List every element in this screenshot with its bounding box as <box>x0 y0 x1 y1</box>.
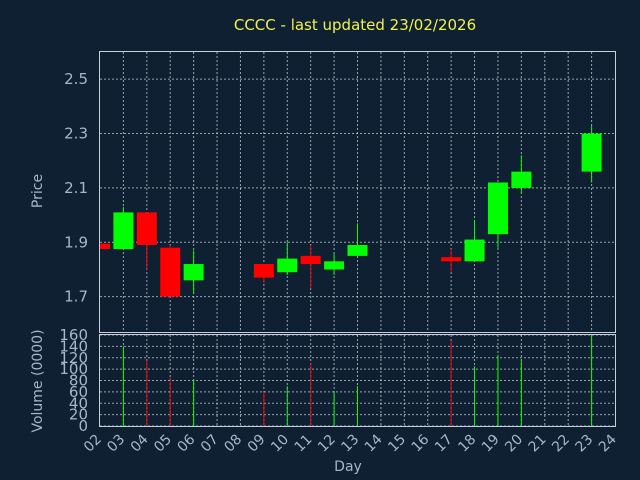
x-tick-label: 14 <box>362 431 386 455</box>
x-tick-label: 10 <box>268 432 292 456</box>
x-tick-label: 23 <box>572 432 596 456</box>
x-tick-label: 16 <box>409 431 433 455</box>
candle-body <box>160 247 181 297</box>
price-tick-label: 2.1 <box>64 179 88 197</box>
candles <box>99 125 602 297</box>
x-tick-label: 18 <box>455 432 479 456</box>
price-panel-frame <box>99 51 616 333</box>
candle-body <box>487 182 508 235</box>
price-tick-label: 2.5 <box>64 70 88 88</box>
price-axis-label: Price <box>30 174 46 208</box>
x-tick-label: 03 <box>104 432 128 456</box>
x-tick-label: 19 <box>479 432 503 456</box>
candle-body <box>511 171 532 188</box>
candle-body <box>136 212 157 246</box>
candle-body <box>581 133 602 172</box>
chart-title: CCCC - last updated 23/02/2026 <box>234 16 476 34</box>
volume-bars <box>122 335 593 426</box>
volume-tick-label: 120 <box>59 349 88 367</box>
candle-body <box>347 245 368 256</box>
volume-tick-label: 0 <box>78 417 88 435</box>
candle-body <box>324 261 345 270</box>
volume-axis-label: Volume (0000) <box>30 329 46 432</box>
volume-tick-label: 40 <box>69 394 88 412</box>
x-tick-label: 07 <box>198 432 222 456</box>
x-axis-label: Day <box>334 459 362 475</box>
x-tick-label: 13 <box>338 432 362 456</box>
candle-body <box>441 257 462 262</box>
volume-panel-frame <box>99 334 616 427</box>
price-tick-label: 1.9 <box>64 233 88 251</box>
x-tick-label: 24 <box>596 431 620 455</box>
x-tick-label: 21 <box>526 432 550 456</box>
volume-tick-label: 60 <box>69 383 88 401</box>
volume-tick-label: 80 <box>69 372 88 390</box>
x-tick-label: 15 <box>385 432 409 456</box>
price-tick-label: 2.3 <box>64 125 88 143</box>
price-tick-label: 1.7 <box>64 288 88 306</box>
candle-body <box>113 212 134 250</box>
x-tick-label: 08 <box>221 432 245 456</box>
volume-tick-label: 20 <box>69 406 88 424</box>
x-tick-label: 20 <box>502 432 526 456</box>
tick-labels: 02 03 04 05 06 07 08 09 10 11 12 13 14 15 16 17 18 19 20 21… <box>59 70 620 455</box>
x-tick-label: 11 <box>292 432 316 456</box>
volume-tick-label: 100 <box>59 360 88 378</box>
candle-body <box>300 255 321 265</box>
volume-tick-label: 160 <box>59 326 88 344</box>
candle-body <box>253 264 274 278</box>
grid <box>100 52 615 427</box>
x-tick-label: 06 <box>175 431 199 455</box>
candle-body <box>464 239 485 262</box>
x-tick-label: 12 <box>315 432 339 456</box>
volume-tick-label: 140 <box>59 337 88 355</box>
x-tick-label: 09 <box>245 432 269 456</box>
x-tick-label: 22 <box>549 432 573 456</box>
candle-body <box>100 243 110 250</box>
candle-body <box>277 258 298 273</box>
x-tick-label: 04 <box>128 431 152 455</box>
x-tick-label: 05 <box>151 432 175 456</box>
candle-body <box>183 264 204 281</box>
x-tick-label: 17 <box>432 432 456 456</box>
x-tick-label: 02 <box>81 432 105 456</box>
